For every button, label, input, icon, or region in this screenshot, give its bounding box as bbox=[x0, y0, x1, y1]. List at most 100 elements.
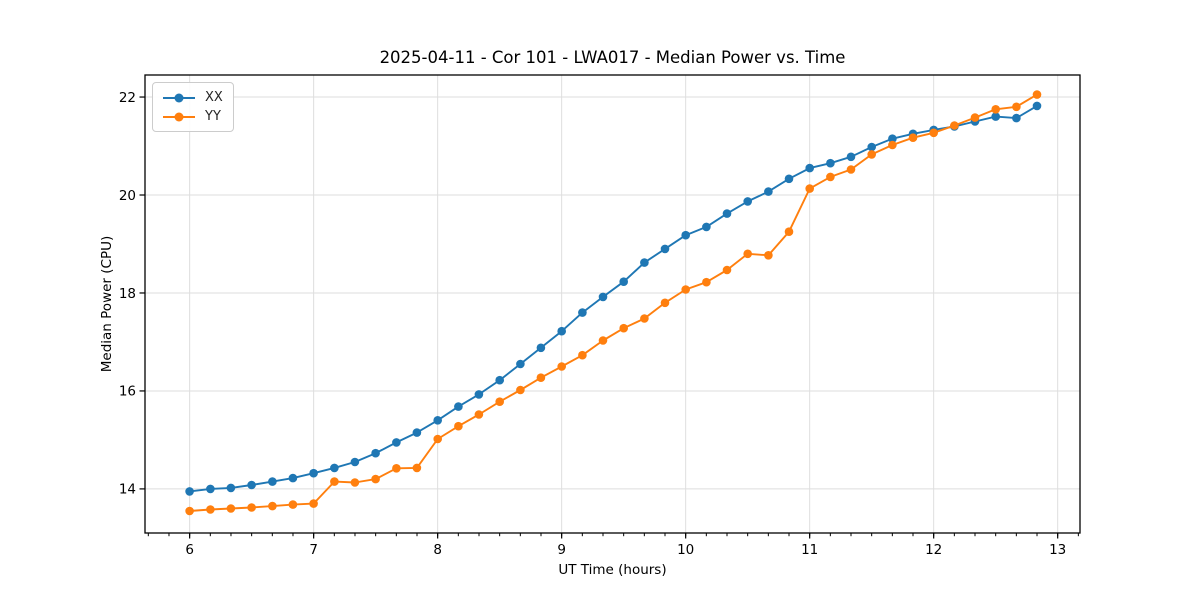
data-point-xx bbox=[681, 230, 690, 240]
data-point-xx bbox=[578, 308, 587, 317]
data-point-yy bbox=[888, 140, 897, 150]
x-tick-label: 8 bbox=[433, 542, 442, 558]
data-point-xx bbox=[743, 197, 752, 206]
x-tick-label: 10 bbox=[677, 542, 694, 558]
x-tick-label: 12 bbox=[925, 542, 942, 558]
data-point-xx bbox=[660, 244, 670, 254]
data-point-xx bbox=[309, 468, 318, 478]
data-point-yy bbox=[495, 397, 505, 407]
y-tick-label: 20 bbox=[119, 188, 136, 204]
plot-border bbox=[144, 74, 1081, 534]
y-tick-label: 22 bbox=[119, 90, 136, 106]
data-point-yy bbox=[226, 504, 236, 513]
data-point-xx bbox=[268, 477, 277, 486]
data-point-xx bbox=[185, 487, 194, 496]
data-point-xx bbox=[846, 152, 856, 162]
data-point-yy bbox=[743, 249, 752, 259]
data-point-yy bbox=[660, 298, 670, 308]
data-point-yy bbox=[454, 421, 463, 431]
data-point-xx bbox=[495, 375, 505, 385]
data-point-yy bbox=[1012, 102, 1021, 112]
data-point-xx bbox=[392, 438, 401, 447]
data-point-xx bbox=[619, 277, 628, 287]
y-axis-label-text: Median Power (CPU) bbox=[99, 235, 115, 373]
x-tick-label: 7 bbox=[309, 542, 318, 558]
y-tick-label: 18 bbox=[119, 286, 136, 302]
data-point-yy bbox=[640, 314, 649, 323]
data-point-xx bbox=[888, 134, 897, 143]
series-line-xx bbox=[189, 105, 1038, 493]
data-point-yy bbox=[929, 128, 938, 138]
data-point-yy bbox=[867, 150, 876, 159]
data-point-yy bbox=[598, 336, 608, 345]
data-point-xx bbox=[454, 402, 463, 411]
data-point-yy bbox=[908, 133, 918, 142]
data-point-xx bbox=[226, 483, 236, 493]
data-point-yy bbox=[536, 373, 546, 383]
legend-line-marker-icon bbox=[163, 112, 195, 121]
data-point-xx bbox=[640, 258, 649, 267]
data-point-xx bbox=[371, 448, 380, 458]
data-point-yy bbox=[846, 165, 856, 174]
x-tick-label: 9 bbox=[557, 542, 566, 558]
data-point-yy bbox=[392, 464, 401, 473]
data-point-xx bbox=[288, 473, 298, 483]
x-tick-label: 6 bbox=[185, 542, 194, 558]
y-tick-label: 16 bbox=[119, 384, 136, 400]
data-point-xx bbox=[598, 292, 608, 302]
y-tick-label: 14 bbox=[119, 482, 136, 498]
data-point-yy bbox=[288, 500, 298, 509]
data-point-yy bbox=[412, 463, 422, 473]
legend-item-xx: XX bbox=[161, 88, 223, 107]
data-point-yy bbox=[764, 251, 773, 260]
data-point-yy bbox=[722, 265, 732, 275]
legend-label-xx: XX bbox=[205, 90, 223, 105]
data-point-xx bbox=[805, 163, 814, 173]
data-point-yy bbox=[826, 172, 835, 182]
data-point-yy bbox=[330, 477, 339, 486]
data-point-yy bbox=[619, 323, 628, 333]
chart-title: 2025-04-11 - Cor 101 - LWA017 - Median P… bbox=[379, 48, 846, 67]
data-point-yy bbox=[433, 434, 443, 444]
x-axis-label: UT Time (hours) bbox=[558, 562, 667, 578]
data-point-yy bbox=[681, 285, 690, 294]
legend: XX YY bbox=[152, 82, 234, 132]
data-point-yy bbox=[991, 105, 1000, 114]
data-point-yy bbox=[805, 184, 814, 193]
data-point-xx bbox=[412, 428, 422, 437]
data-point-yy bbox=[970, 113, 980, 122]
data-point-xx bbox=[1012, 113, 1021, 123]
data-point-xx bbox=[350, 457, 360, 467]
data-point-yy bbox=[950, 121, 959, 130]
x-tick-label: 13 bbox=[1049, 542, 1066, 558]
data-point-yy bbox=[1032, 90, 1042, 99]
data-point-yy bbox=[268, 501, 277, 511]
data-point-yy bbox=[578, 350, 587, 360]
data-point-xx bbox=[784, 174, 794, 184]
legend-label-yy: YY bbox=[205, 109, 221, 124]
data-point-yy bbox=[309, 499, 318, 508]
legend-item-yy: YY bbox=[161, 107, 223, 126]
data-point-xx bbox=[536, 343, 546, 353]
data-point-yy bbox=[474, 410, 484, 419]
legend-line-marker-icon bbox=[163, 93, 195, 102]
data-point-yy bbox=[371, 474, 380, 484]
data-point-xx bbox=[557, 326, 566, 336]
data-point-xx bbox=[722, 209, 732, 218]
data-point-xx bbox=[991, 112, 1000, 121]
data-point-xx bbox=[764, 187, 773, 196]
data-point-xx bbox=[826, 158, 835, 168]
data-point-xx bbox=[474, 390, 484, 399]
data-point-xx bbox=[433, 416, 443, 425]
data-point-yy bbox=[247, 503, 256, 512]
data-point-xx bbox=[206, 484, 215, 494]
data-point-xx bbox=[247, 480, 256, 490]
series-line-yy bbox=[189, 93, 1038, 512]
data-point-xx bbox=[330, 463, 339, 473]
data-point-yy bbox=[350, 478, 360, 487]
data-point-xx bbox=[702, 222, 711, 232]
data-point-yy bbox=[206, 505, 215, 514]
x-tick-label: 11 bbox=[801, 542, 818, 558]
